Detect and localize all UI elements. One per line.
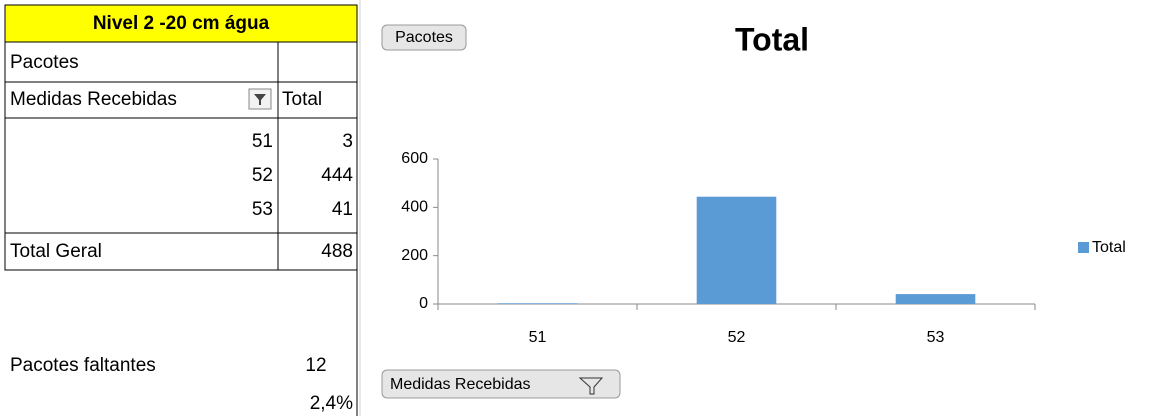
pivot-border: [4, 41, 358, 271]
summary-value: 12: [305, 355, 326, 376]
row-value: 444: [321, 165, 353, 186]
x-tick-label: 52: [728, 329, 746, 346]
y-tick-label: 0: [419, 295, 428, 312]
row-header: Medidas Recebidas: [10, 89, 177, 110]
legend-swatch: [1078, 242, 1089, 253]
x-tick-label: 53: [927, 329, 945, 346]
total-label: Total Geral: [10, 241, 102, 262]
filter-icon-funnel[interactable]: [254, 94, 266, 105]
title-cell: [4, 4, 358, 43]
y-tick-label: 400: [401, 199, 428, 216]
table-title: Nivel 2 -20 cm água: [93, 13, 270, 34]
total-value: 488: [321, 241, 353, 262]
filter-label: Pacotes: [10, 52, 79, 73]
summary-percent: 2,4%: [310, 393, 353, 414]
row-label: 51: [252, 131, 273, 152]
bar: [895, 294, 976, 304]
axis-button-funnel[interactable]: [578, 377, 604, 395]
bar: [497, 303, 578, 304]
filter-button[interactable]: [381, 24, 467, 51]
chart-title: Total: [735, 21, 809, 57]
row-label: 53: [252, 199, 273, 220]
filter-icon[interactable]: [248, 88, 272, 110]
axis-button-label[interactable]: Medidas Recebidas: [390, 376, 531, 393]
y-tick-label: 200: [401, 247, 428, 264]
y-tick-label: 600: [401, 150, 428, 167]
row-label: 52: [252, 165, 273, 186]
summary-label: Pacotes faltantes: [10, 355, 156, 376]
row-value: 41: [332, 199, 353, 220]
legend-label: Total: [1092, 239, 1126, 256]
x-tick-label: 51: [529, 329, 547, 346]
row-value: 3: [342, 131, 353, 152]
bar: [696, 196, 777, 304]
filter-button-label[interactable]: Pacotes: [395, 29, 453, 46]
value-header: Total: [282, 89, 322, 110]
axis-button[interactable]: [381, 369, 621, 399]
